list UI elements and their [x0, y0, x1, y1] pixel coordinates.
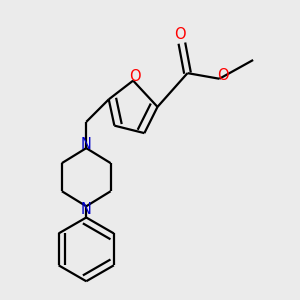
Text: O: O [217, 68, 229, 83]
Text: O: O [130, 69, 141, 84]
Text: N: N [81, 137, 92, 152]
Text: O: O [174, 27, 186, 42]
Text: N: N [81, 202, 92, 217]
